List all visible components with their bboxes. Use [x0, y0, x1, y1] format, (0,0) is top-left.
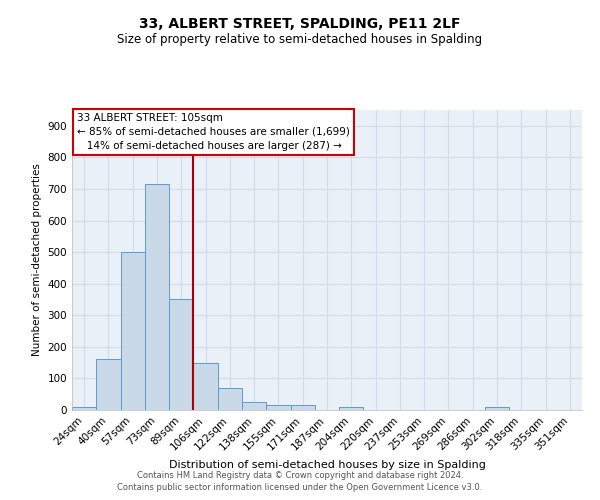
- Y-axis label: Number of semi-detached properties: Number of semi-detached properties: [32, 164, 42, 356]
- Bar: [169, 300, 193, 410]
- Text: Contains public sector information licensed under the Open Government Licence v3: Contains public sector information licen…: [118, 484, 482, 492]
- Bar: [121, 252, 145, 410]
- Text: 33 ALBERT STREET: 105sqm
← 85% of semi-detached houses are smaller (1,699)
   14: 33 ALBERT STREET: 105sqm ← 85% of semi-d…: [77, 113, 350, 151]
- Bar: [218, 388, 242, 410]
- Text: Contains HM Land Registry data © Crown copyright and database right 2024.: Contains HM Land Registry data © Crown c…: [137, 471, 463, 480]
- Bar: [145, 184, 169, 410]
- Bar: [72, 407, 96, 410]
- Bar: [193, 364, 218, 410]
- Text: Size of property relative to semi-detached houses in Spalding: Size of property relative to semi-detach…: [118, 32, 482, 46]
- Text: 33, ALBERT STREET, SPALDING, PE11 2LF: 33, ALBERT STREET, SPALDING, PE11 2LF: [139, 18, 461, 32]
- Bar: [485, 408, 509, 410]
- Bar: [266, 406, 290, 410]
- Bar: [339, 408, 364, 410]
- Bar: [242, 402, 266, 410]
- X-axis label: Distribution of semi-detached houses by size in Spalding: Distribution of semi-detached houses by …: [169, 460, 485, 470]
- Bar: [290, 406, 315, 410]
- Bar: [96, 360, 121, 410]
